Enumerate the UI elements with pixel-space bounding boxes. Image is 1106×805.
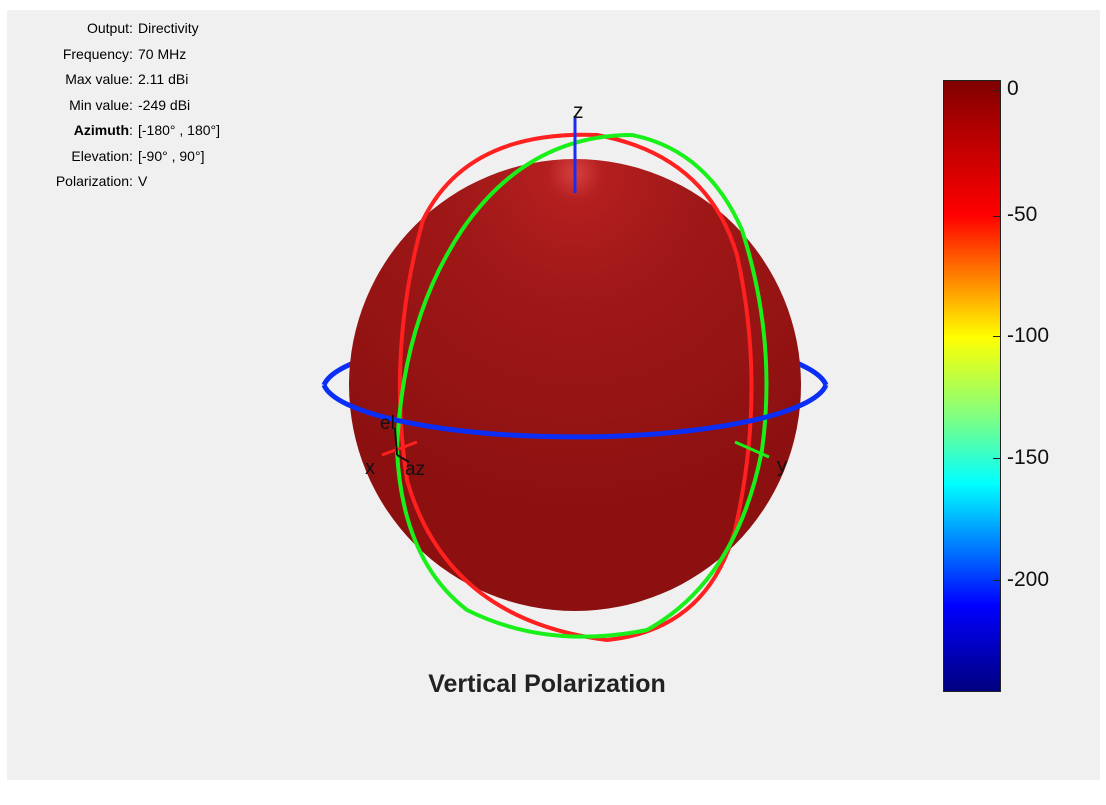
colorbar-tick-label: 0 (1007, 77, 1019, 100)
x-axis-marker (381, 440, 418, 457)
az-indicator-line (396, 454, 410, 463)
info-label: Min value (69, 97, 129, 113)
info-row-max-value: Max value : 2.11 dBi (7, 70, 307, 88)
colorbar[interactable] (943, 80, 1001, 692)
radiation-pattern-plot[interactable]: z x y el az (7, 10, 1100, 710)
info-value: 2.11 dBi (138, 71, 189, 87)
colorbar-tick-label: -100 (1007, 324, 1050, 347)
info-label: Frequency (62, 46, 129, 62)
colorbar-tick-label: -200 (1007, 568, 1050, 591)
directivity-sphere (349, 159, 801, 611)
azimuth-ring (321, 384, 829, 440)
info-row-output: Output : Directivity (7, 19, 307, 37)
info-row-azimuth: Azimuth : [-180° , 180°] (7, 121, 307, 139)
z-axis-label: z (573, 100, 584, 123)
info-separator: : (129, 20, 133, 36)
info-value: [-90° , 90°] (138, 148, 205, 164)
colorbar-tickmark (993, 336, 1001, 337)
x-axis-label: x (365, 457, 375, 479)
colorbar-tick-label: -50 (1007, 203, 1038, 226)
y-axis-label: y (777, 455, 787, 477)
info-separator: : (129, 46, 133, 62)
info-label: Max value (65, 71, 129, 87)
info-value: Directivity (138, 20, 199, 36)
info-value: -249 dBi (138, 97, 191, 113)
info-value: V (138, 173, 148, 189)
az-label: az (405, 459, 425, 480)
info-row-min-value: Min value : -249 dBi (7, 96, 307, 114)
info-row-frequency: Frequency : 70 MHz (7, 45, 307, 63)
colorbar-tickmark (993, 580, 1001, 581)
info-label: Polarization (55, 173, 129, 189)
info-row-polarization: Polarization : V (7, 172, 307, 190)
y-axis-marker (734, 440, 770, 459)
info-separator: : (129, 173, 133, 189)
info-label: Azimuth (73, 122, 129, 138)
info-separator: : (129, 71, 133, 87)
figure-background: Output : Directivity Frequency : 70 MHz … (7, 10, 1100, 780)
el-label: el (380, 413, 395, 434)
yz-ring (394, 132, 769, 639)
info-separator: : (129, 122, 133, 138)
colorbar-tickmark (993, 90, 1001, 91)
info-value: [-180° , 180°] (138, 122, 221, 138)
colorbar-tickmark (993, 458, 1001, 459)
info-separator: : (129, 148, 133, 164)
info-label: Elevation (71, 148, 129, 164)
el-indicator-line (394, 427, 398, 456)
info-label: Output (86, 20, 129, 36)
info-row-elevation: Elevation : [-90° , 90°] (7, 147, 307, 165)
plot-title: Vertical Polarization (428, 670, 666, 698)
colorbar-tick-label: -150 (1007, 446, 1050, 469)
info-value: 70 MHz (138, 46, 187, 62)
colorbar-tickmark (993, 216, 1001, 217)
info-separator: : (129, 97, 133, 113)
